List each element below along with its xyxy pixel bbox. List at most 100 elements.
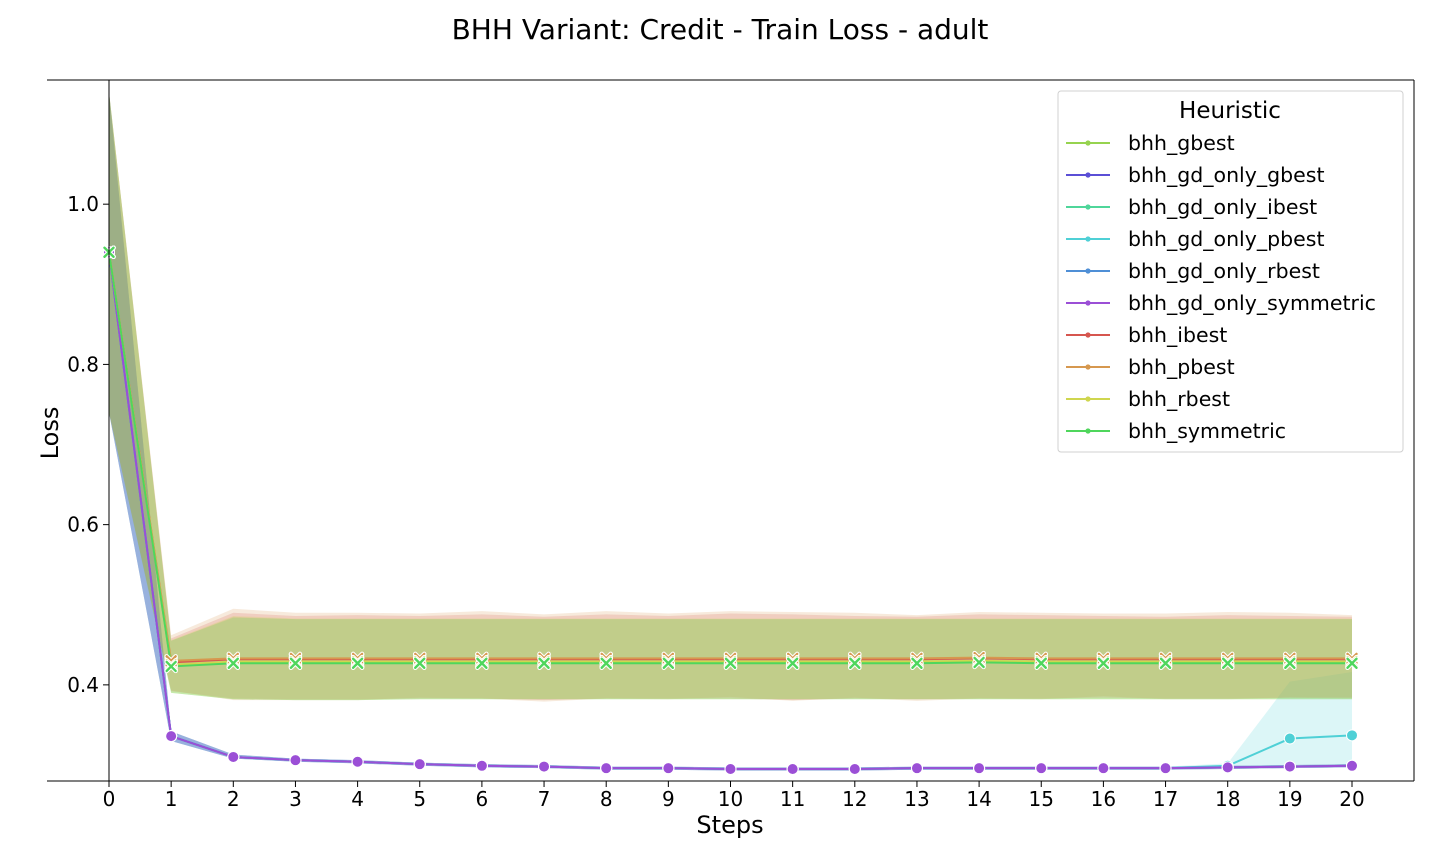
legend-label-bhh-gd-only-ibest: bhh_gd_only_ibest	[1128, 195, 1317, 220]
point-bhh-gd-only-symmetric-12	[848, 762, 861, 775]
legend: Heuristic bhh_gbestbhh_gd_only_gbestbhh_…	[1057, 90, 1404, 453]
x-tick-label-5: 5	[413, 787, 426, 811]
legend-item-bhh-ibest: bhh_ibest	[1066, 323, 1227, 348]
legend-marker-bhh-gd-only-rbest	[1085, 268, 1091, 274]
legend-marker-bhh-gd-only-pbest	[1085, 236, 1091, 242]
x-tick-label-10: 10	[718, 787, 743, 811]
point-bhh-gd-only-symmetric-16	[1097, 762, 1110, 775]
x-tick-label-1: 1	[165, 787, 178, 811]
point-bhh-symmetric-4	[350, 656, 365, 670]
legend-marker-bhh-gbest	[1085, 140, 1091, 146]
point-bhh-symmetric-1	[164, 659, 178, 674]
legend-marker-bhh-rbest	[1085, 396, 1091, 402]
chart-title: BHH Variant: Credit - Train Loss - adult	[452, 13, 989, 46]
legend-label-bhh-gbest: bhh_gbest	[1128, 131, 1235, 156]
point-bhh-symmetric-7	[537, 656, 551, 670]
y-tick-label-1.0: 1.0	[67, 192, 99, 216]
point-bhh-gd-only-symmetric-18	[1221, 761, 1234, 774]
confidence-bands	[109, 92, 1352, 771]
point-bhh-gd-only-symmetric-7	[538, 760, 551, 773]
point-bhh-gd-only-symmetric-14	[973, 762, 986, 775]
point-bhh-symmetric-20	[1345, 656, 1359, 670]
legend-marker-bhh-gd-only-ibest	[1085, 204, 1091, 210]
band-bhh-ibest	[109, 92, 1352, 701]
point-bhh-symmetric-18	[1220, 656, 1235, 670]
point-bhh-symmetric-17	[1158, 656, 1173, 670]
x-tick-label-2: 2	[227, 787, 240, 811]
x-ticks: 0 1 2 3 4 5 6 7 8 9 10 11 12 13 14 15 16 17 18 19 20	[103, 781, 1365, 811]
x-tick-label-3: 3	[289, 787, 302, 811]
x-tick-label-17: 17	[1153, 787, 1178, 811]
x-tick-label-19: 19	[1277, 787, 1302, 811]
legend-label-bhh-rbest: bhh_rbest	[1128, 387, 1230, 412]
legend-marker-bhh-symmetric	[1085, 428, 1091, 434]
x-tick-label-7: 7	[538, 787, 551, 811]
y-tick-label-0.6: 0.6	[67, 513, 99, 537]
band-bhh-symmetric	[109, 92, 1352, 701]
legend-marker-bhh-gd-only-symmetric	[1085, 300, 1091, 306]
point-bhh-gd-only-symmetric-11	[786, 762, 799, 775]
point-bhh-gd-only-symmetric-17	[1159, 762, 1172, 775]
legend-box	[1057, 90, 1404, 453]
band-bhh-gbest	[109, 92, 1352, 701]
x-tick-label-4: 4	[351, 787, 364, 811]
legend-title: Heuristic	[1179, 98, 1281, 124]
point-bhh-gd-only-pbest-20	[1346, 729, 1358, 742]
legend-item-bhh-symmetric: bhh_symmetric	[1066, 419, 1286, 444]
band-bhh-pbest	[109, 92, 1352, 702]
point-bhh-symmetric-12	[848, 656, 862, 670]
legend-marker-bhh-pbest	[1085, 364, 1091, 370]
legend-item-bhh-rbest: bhh_rbest	[1066, 387, 1230, 412]
legend-label-bhh-gd-only-symmetric: bhh_gd_only_symmetric	[1128, 291, 1376, 316]
point-bhh-gd-only-symmetric-2	[227, 750, 240, 763]
legend-marker-bhh-ibest	[1085, 332, 1091, 338]
x-tick-label-18: 18	[1215, 787, 1240, 811]
point-bhh-gd-only-symmetric-20	[1346, 759, 1358, 772]
legend-item-bhh-gd-only-symmetric: bhh_gd_only_symmetric	[1066, 291, 1376, 316]
x-tick-label-9: 9	[662, 787, 675, 811]
point-bhh-symmetric-2	[226, 656, 241, 670]
legend-item-bhh-gbest: bhh_gbest	[1066, 131, 1235, 156]
legend-item-bhh-gd-only-pbest: bhh_gd_only_pbest	[1066, 227, 1325, 252]
x-tick-label-11: 11	[780, 787, 805, 811]
point-bhh-gd-only-symmetric-1	[165, 730, 178, 743]
axes	[47, 79, 1415, 782]
point-bhh-symmetric-15	[1034, 656, 1048, 670]
legend-item-bhh-gd-only-ibest: bhh_gd_only_ibest	[1066, 195, 1317, 220]
point-bhh-gd-only-symmetric-9	[662, 762, 675, 775]
legend-label-bhh-gd-only-rbest: bhh_gd_only_rbest	[1128, 259, 1320, 284]
x-tick-label-8: 8	[600, 787, 613, 811]
point-bhh-gd-only-symmetric-15	[1035, 762, 1048, 775]
point-bhh-gd-only-symmetric-3	[289, 754, 302, 767]
legend-label-bhh-gd-only-pbest: bhh_gd_only_pbest	[1128, 227, 1325, 252]
point-bhh-gd-only-symmetric-10	[724, 762, 737, 775]
point-bhh-symmetric-14	[972, 655, 986, 670]
x-tick-label-16: 16	[1091, 787, 1116, 811]
point-bhh-gd-only-symmetric-8	[600, 762, 613, 775]
point-bhh-symmetric-13	[910, 656, 924, 670]
legend-items: bhh_gbest bhh_gd_only_gbest bhh_gd_only_ib…	[1066, 131, 1376, 444]
point-bhh-gd-only-symmetric-6	[475, 759, 488, 772]
point-bhh-symmetric-11	[785, 656, 800, 670]
y-tick-label-0.4: 0.4	[67, 673, 99, 697]
point-bhh-symmetric-16	[1096, 656, 1111, 670]
x-tick-label-20: 20	[1339, 787, 1364, 811]
band-bhh-rbest	[109, 92, 1352, 701]
y-ticks: 0.4 0.6 0.8 1.0	[67, 192, 109, 697]
point-bhh-symmetric-5	[413, 656, 427, 670]
point-bhh-symmetric-6	[475, 656, 489, 670]
x-tick-label-0: 0	[103, 787, 116, 811]
point-bhh-gd-only-symmetric-19	[1283, 760, 1296, 773]
point-bhh-symmetric-8	[599, 656, 613, 670]
x-tick-label-6: 6	[476, 787, 489, 811]
x-tick-label-15: 15	[1029, 787, 1054, 811]
legend-label-bhh-symmetric: bhh_symmetric	[1128, 419, 1286, 444]
x-axis-label: Steps	[696, 811, 763, 839]
legend-item-bhh-gd-only-gbest: bhh_gd_only_gbest	[1066, 163, 1325, 188]
x-tick-label-13: 13	[904, 787, 929, 811]
point-bhh-symmetric-3	[288, 656, 303, 670]
y-tick-label-0.8: 0.8	[67, 352, 99, 376]
legend-marker-bhh-gd-only-gbest	[1085, 172, 1091, 178]
